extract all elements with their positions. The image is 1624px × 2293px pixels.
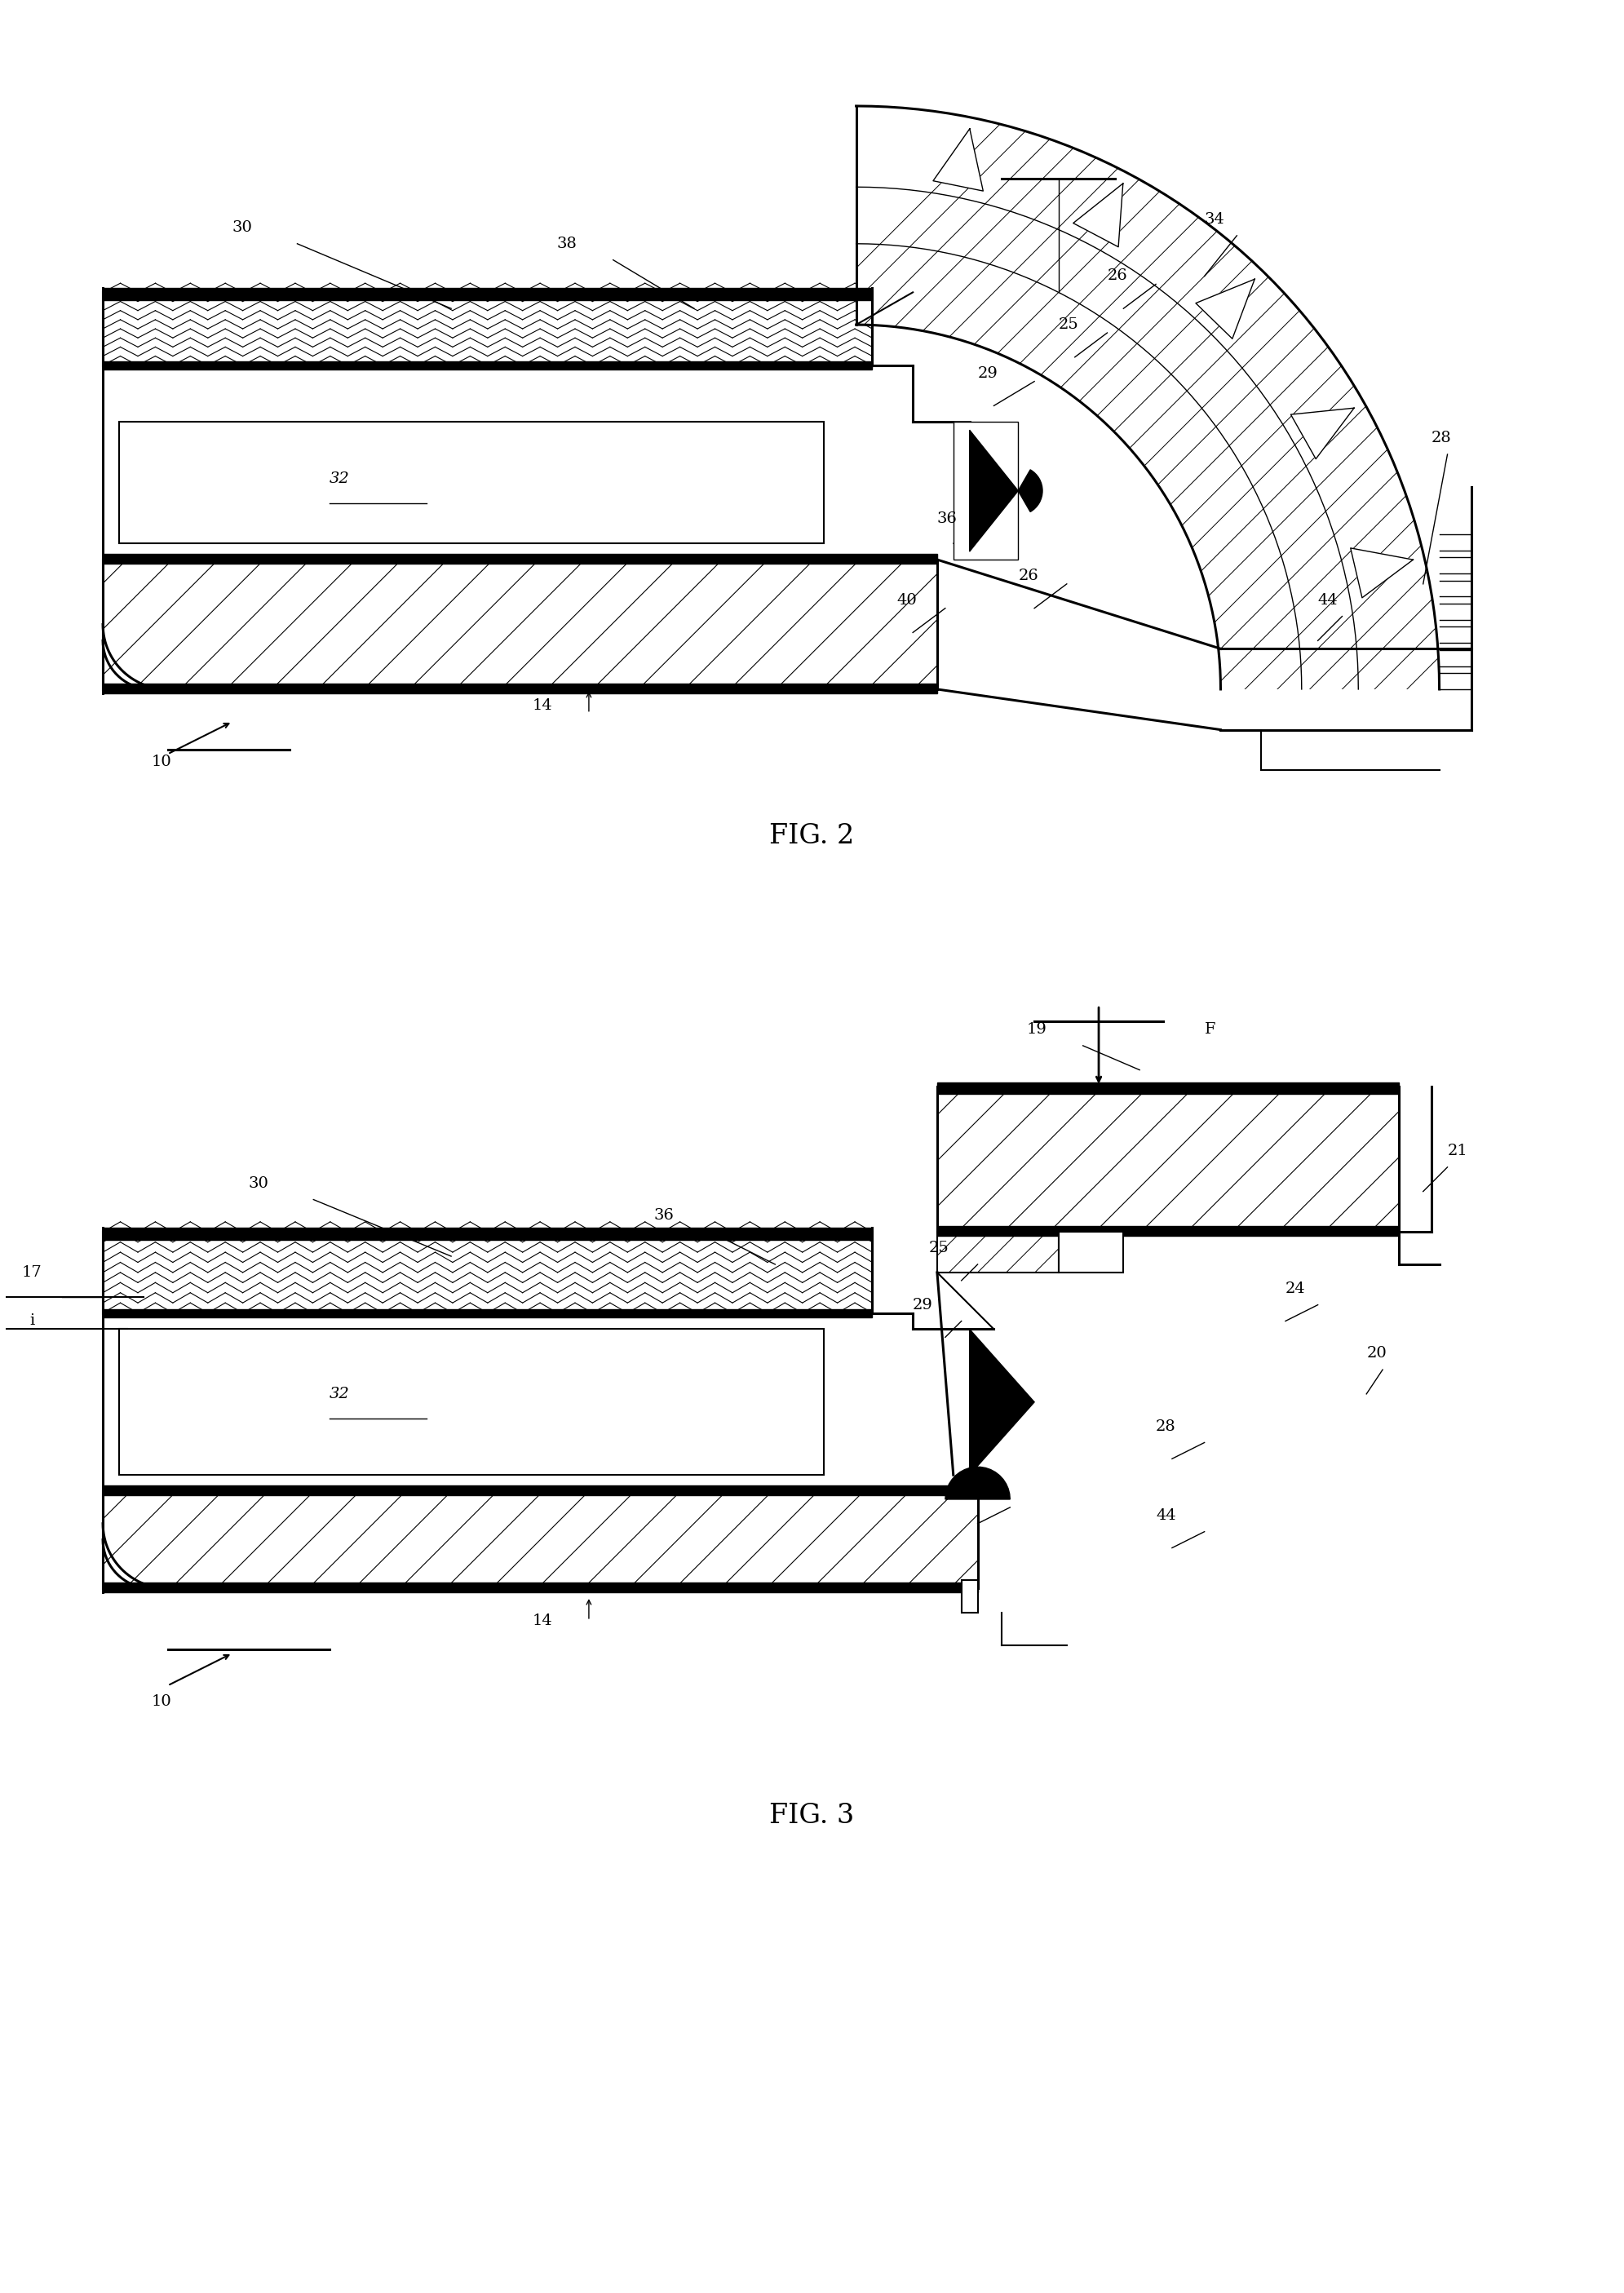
- Polygon shape: [1195, 280, 1255, 339]
- Text: 32: 32: [330, 1387, 349, 1401]
- Bar: [102, 291, 872, 365]
- Bar: [102, 683, 937, 692]
- Bar: [102, 1486, 978, 1495]
- Bar: [102, 555, 937, 564]
- Polygon shape: [934, 128, 983, 190]
- Polygon shape: [945, 1468, 1010, 1500]
- Text: 28: 28: [1156, 1419, 1176, 1433]
- Text: 21: 21: [1447, 1144, 1468, 1158]
- Text: 10: 10: [151, 754, 172, 770]
- Bar: [102, 1582, 978, 1591]
- Bar: [937, 1227, 1398, 1236]
- Text: 29: 29: [978, 367, 997, 381]
- Text: 25: 25: [929, 1241, 950, 1257]
- Text: i: i: [29, 1314, 36, 1328]
- Text: 14: 14: [533, 1614, 552, 1628]
- Text: 36: 36: [937, 511, 958, 527]
- Text: 38: 38: [557, 236, 577, 250]
- Bar: [102, 1490, 978, 1589]
- Bar: [937, 1082, 1398, 1094]
- Polygon shape: [1291, 408, 1354, 459]
- Text: 44: 44: [1156, 1509, 1176, 1523]
- Text: FIG. 3: FIG. 3: [770, 1802, 854, 1830]
- Text: 26: 26: [1018, 569, 1038, 582]
- Bar: [119, 1330, 823, 1474]
- Text: 40: 40: [896, 594, 918, 608]
- Bar: [937, 1231, 1059, 1273]
- Text: 19: 19: [1026, 1023, 1046, 1036]
- Text: 20: 20: [1366, 1346, 1387, 1360]
- Text: FIG. 2: FIG. 2: [770, 823, 854, 848]
- Text: 29: 29: [913, 1298, 934, 1312]
- Polygon shape: [856, 105, 1439, 690]
- PathPatch shape: [856, 105, 1439, 690]
- Text: F: F: [1205, 1023, 1215, 1036]
- Text: 24: 24: [1286, 1282, 1306, 1296]
- Polygon shape: [1073, 183, 1124, 248]
- Text: 30: 30: [248, 1176, 270, 1190]
- Bar: [1059, 1231, 1124, 1273]
- Bar: [953, 422, 1018, 559]
- Bar: [937, 1087, 1398, 1231]
- Text: 14: 14: [533, 697, 552, 713]
- Wedge shape: [1018, 470, 1043, 511]
- Polygon shape: [970, 1330, 1034, 1474]
- Text: 26: 26: [961, 1484, 981, 1500]
- Text: 17: 17: [21, 1266, 42, 1279]
- Text: 32: 32: [330, 472, 349, 486]
- Text: 44: 44: [1317, 594, 1338, 608]
- Bar: [119, 422, 823, 543]
- Bar: [102, 1231, 872, 1314]
- Bar: [102, 1309, 872, 1316]
- Bar: [102, 1229, 872, 1241]
- Text: 10: 10: [151, 1695, 172, 1708]
- Text: 34: 34: [1205, 211, 1224, 227]
- Text: 28: 28: [1431, 431, 1452, 445]
- Bar: [953, 422, 1018, 559]
- Text: 36: 36: [653, 1208, 674, 1222]
- Bar: [102, 362, 872, 369]
- Bar: [102, 559, 937, 690]
- Bar: [102, 289, 872, 300]
- Polygon shape: [970, 431, 1018, 553]
- Bar: [961, 1580, 978, 1612]
- Text: 30: 30: [232, 220, 253, 234]
- Text: 25: 25: [1059, 316, 1078, 332]
- Text: 26: 26: [1108, 268, 1127, 284]
- Polygon shape: [1351, 548, 1413, 598]
